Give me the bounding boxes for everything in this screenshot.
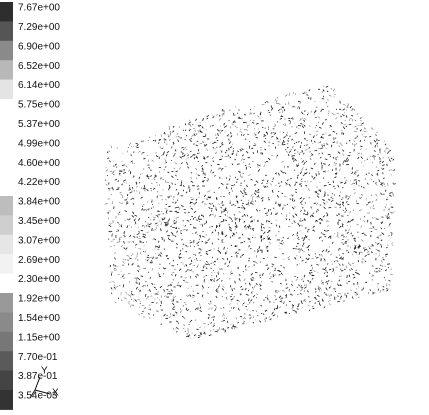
colorbar-swatch	[0, 351, 13, 371]
colorbar-label: 2.30e+00	[18, 274, 60, 285]
colorbar-swatch	[0, 2, 13, 22]
colorbar-swatch	[0, 371, 13, 391]
colorbar-swatch	[0, 21, 13, 41]
colorbar-swatch	[0, 41, 13, 61]
colorbar-label: 1.54e+00	[18, 313, 60, 324]
colorbar-label: 3.07e+00	[18, 235, 60, 246]
colorbar-swatch	[0, 196, 13, 216]
colorbar-label: 7.70e-01	[18, 352, 58, 363]
colorbar-label: 6.52e+00	[18, 61, 60, 72]
colorbar: 7.67e+00 7.29e+00 6.90e+00 6.52e+00 6.14e+00…	[0, 2, 60, 410]
colorbar-label: 1.15e+00	[18, 332, 60, 343]
colorbar-label: 4.22e+00	[18, 177, 60, 188]
colorbar-swatch	[0, 99, 13, 119]
colorbar-label: 7.29e+00	[18, 22, 60, 33]
colorbar-swatch	[0, 80, 13, 100]
colorbar-swatch	[0, 254, 13, 274]
colorbar-label: 3.87e-01	[18, 371, 58, 382]
colorbar-label: 3.45e+00	[18, 216, 60, 227]
viewer: 7.67e+00 7.29e+00 6.90e+00 6.52e+00 6.14e+00…	[0, 0, 429, 415]
colorbar-label: 2.69e+00	[18, 255, 60, 266]
colorbar-swatch	[0, 118, 13, 138]
colorbar-label: 3.84e+00	[18, 197, 60, 208]
triad-y-label: Y	[41, 366, 48, 377]
colorbar-swatch	[0, 332, 13, 352]
colorbar-swatch	[0, 138, 13, 158]
colorbar-swatch	[0, 390, 13, 410]
colorbar-swatch	[0, 215, 13, 235]
colorbar-swatch	[0, 293, 13, 313]
colorbar-swatch	[0, 235, 13, 255]
colorbar-label: 4.99e+00	[18, 138, 60, 149]
colorbar-swatch	[0, 177, 13, 197]
colorbar-swatch	[0, 157, 13, 177]
triad-x-label: X	[52, 388, 59, 399]
colorbar-swatch	[0, 274, 13, 294]
vector-field	[106, 86, 396, 337]
colorbar-label: 6.90e+00	[18, 41, 60, 52]
colorbar-swatch	[0, 60, 13, 80]
colorbar-label: 7.67e+00	[18, 3, 60, 14]
colorbar-label: 1.92e+00	[18, 294, 60, 305]
vector-field-light	[105, 86, 395, 339]
colorbar-label: 5.37e+00	[18, 119, 60, 130]
colorbar-label: 5.75e+00	[18, 100, 60, 111]
colorbar-label: 6.14e+00	[18, 80, 60, 91]
colorbar-swatch	[0, 312, 13, 332]
colorbar-label: 4.60e+00	[18, 158, 60, 169]
